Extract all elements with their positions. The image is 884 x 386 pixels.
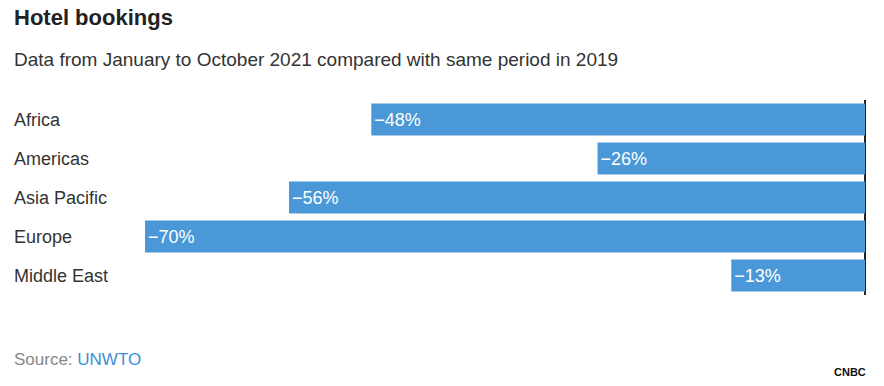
svg-text:Africa: Africa [14,110,61,130]
svg-text:−48%: −48% [374,110,421,130]
svg-text:Middle East: Middle East [14,266,108,286]
svg-text:Americas: Americas [14,149,89,169]
svg-text:Data from January to October 2: Data from January to October 2021 compar… [14,49,618,70]
svg-text:Hotel bookings: Hotel bookings [14,5,173,30]
svg-text:−26%: −26% [601,149,648,169]
svg-text:Europe: Europe [14,227,72,247]
svg-text:−13%: −13% [734,266,781,286]
svg-text:−70%: −70% [148,227,195,247]
svg-text:Source: UNWTO: Source: UNWTO [14,350,141,369]
svg-text:CNBC: CNBC [834,366,866,378]
svg-text:−56%: −56% [292,188,339,208]
svg-text:Asia Pacific: Asia Pacific [14,188,107,208]
